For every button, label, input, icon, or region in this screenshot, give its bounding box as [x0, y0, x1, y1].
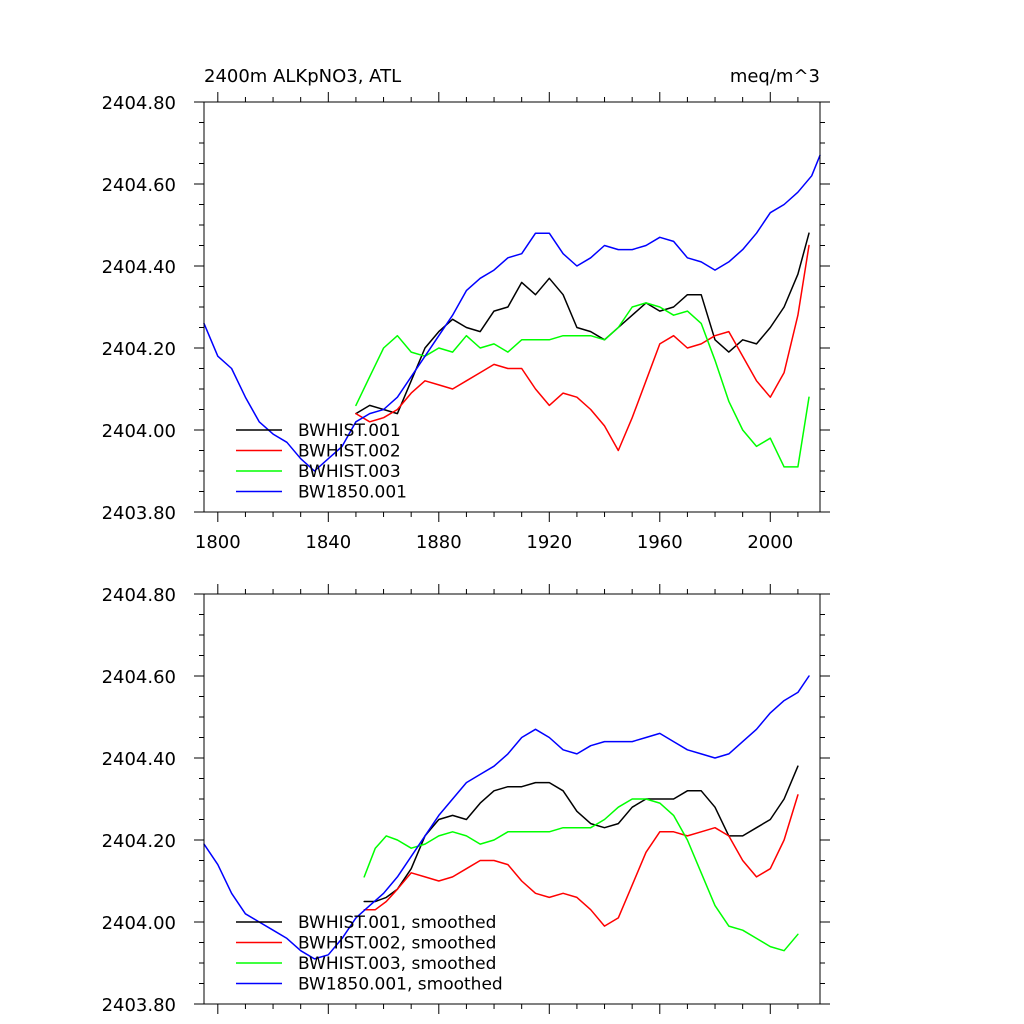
legend-label: BWHIST.002	[298, 442, 401, 462]
y-tick-label: 2404.60	[102, 175, 176, 196]
legend-label: BWHIST.001	[298, 421, 401, 441]
x-tick-label: 1800	[195, 532, 241, 553]
legend-label: BWHIST.002, smoothed	[298, 934, 496, 954]
y-tick-label: 2404.80	[102, 93, 176, 114]
y-tick-label: 2404.60	[102, 667, 176, 688]
legend-label: BWHIST.001, smoothed	[298, 913, 496, 933]
series-line-1	[355, 232, 810, 415]
legend-label: BW1850.001	[298, 483, 407, 503]
legend-label: BWHIST.003, smoothed	[298, 954, 496, 974]
series-line-3	[363, 798, 799, 952]
series-line-4	[203, 154, 821, 472]
x-tick-label: 1920	[526, 532, 572, 553]
legend-label: BW1850.001, smoothed	[298, 975, 503, 995]
axis-ticks: 1800 1840 1880 1920 1960 2000 2403.80 2404.00 24…	[102, 92, 830, 553]
y-tick-label: 2404.00	[102, 913, 176, 934]
y-tick-label: 2404.80	[102, 585, 176, 606]
y-tick-label: 2403.80	[102, 503, 176, 524]
y-tick-label: 2404.20	[102, 339, 176, 360]
y-tick-label: 2404.40	[102, 749, 176, 770]
series-line-2	[363, 794, 799, 927]
panel-units: meq/m^3	[730, 66, 820, 87]
panel-title: 2400m ALKpNO3, ATL	[204, 66, 401, 87]
plot-frame	[203, 101, 821, 513]
y-tick-label: 2403.80	[102, 995, 176, 1016]
y-tick-label: 2404.20	[102, 831, 176, 852]
x-tick-label: 1840	[305, 532, 351, 553]
top-panel: 2400m ALKpNO3, ATL meq/m^3 1800 1840 1880 1…	[102, 66, 830, 553]
series-line-1	[363, 765, 799, 903]
series-line-4	[203, 675, 810, 960]
bottom-panel: 2403.80 2404.00 2404.20 2404.40 2404.60 2404.…	[102, 584, 830, 1016]
y-tick-label: 2404.00	[102, 421, 176, 442]
legend-label: BWHIST.003	[298, 462, 401, 482]
series-layer	[203, 154, 821, 472]
x-tick-label: 1960	[637, 532, 683, 553]
series-layer	[203, 675, 810, 960]
series-line-2	[355, 244, 810, 452]
x-tick-label: 2000	[747, 532, 793, 553]
x-tick-label: 1880	[416, 532, 462, 553]
axis-ticks: 2403.80 2404.00 2404.20 2404.40 2404.60 2404.…	[102, 584, 830, 1016]
series-line-3	[355, 302, 810, 468]
plot-frame	[203, 593, 821, 1005]
y-tick-label: 2404.40	[102, 257, 176, 278]
